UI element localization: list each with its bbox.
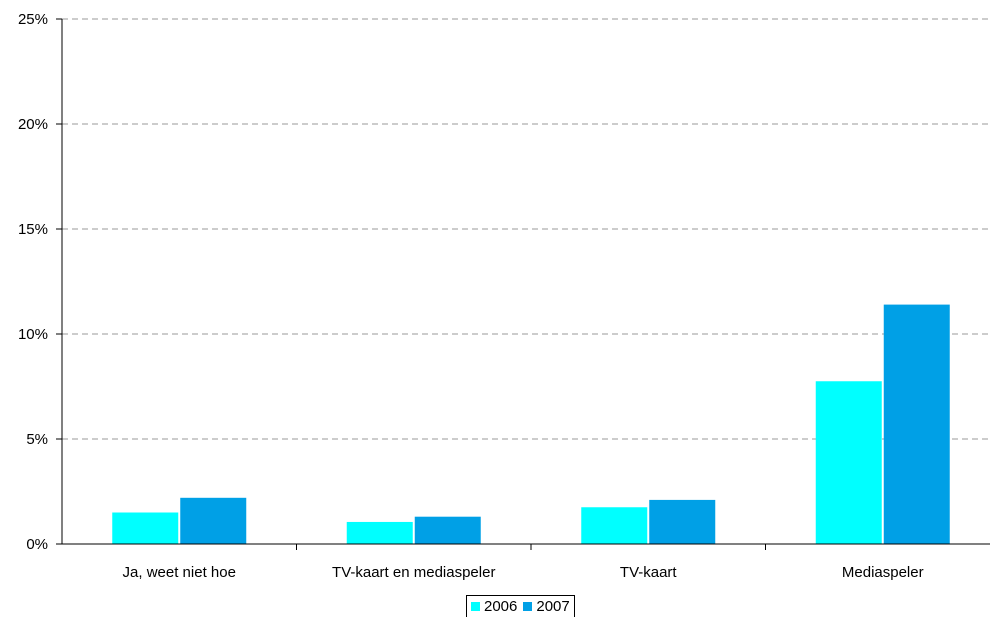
bars — [112, 304, 950, 544]
y-tick-label: 10% — [18, 326, 48, 343]
bar-2006 — [346, 521, 413, 544]
legend-swatch-2007 — [523, 602, 533, 611]
y-tick-label: 15% — [18, 221, 48, 238]
y-tick-label: 5% — [26, 431, 48, 448]
grid-lines — [62, 18, 990, 440]
legend-label-2006: 2006 — [484, 598, 518, 615]
bar-2007 — [883, 304, 950, 544]
bar-2007 — [180, 497, 247, 544]
x-category-label: TV-kaart en mediaspeler — [332, 564, 495, 581]
x-category-label: Ja, weet niet hoe — [123, 564, 236, 581]
legend: 2006 2007 — [466, 595, 575, 617]
y-axis-tick-labels: 0% 5% 10% 15% 20% 25% — [18, 11, 48, 553]
bar-2007 — [649, 499, 716, 544]
legend-item-2006: 2006 — [471, 598, 517, 615]
legend-item-2007: 2007 — [523, 598, 570, 615]
x-category-label: TV-kaart — [620, 564, 678, 581]
bar-2006 — [815, 381, 882, 544]
bar-2007 — [414, 516, 481, 544]
x-axis-category-labels: Ja, weet niet hoe TV-kaart en mediaspeler… — [123, 564, 924, 581]
axes — [56, 18, 990, 550]
y-tick-label: 20% — [18, 116, 48, 133]
legend-label-2007: 2007 — [536, 598, 570, 615]
bar-2006 — [581, 507, 648, 544]
legend-swatch-2006 — [471, 602, 480, 611]
y-tick-label: 25% — [18, 11, 48, 28]
bar-2006 — [112, 512, 179, 544]
x-category-label: Mediaspeler — [842, 564, 924, 581]
y-tick-label: 0% — [26, 536, 48, 553]
